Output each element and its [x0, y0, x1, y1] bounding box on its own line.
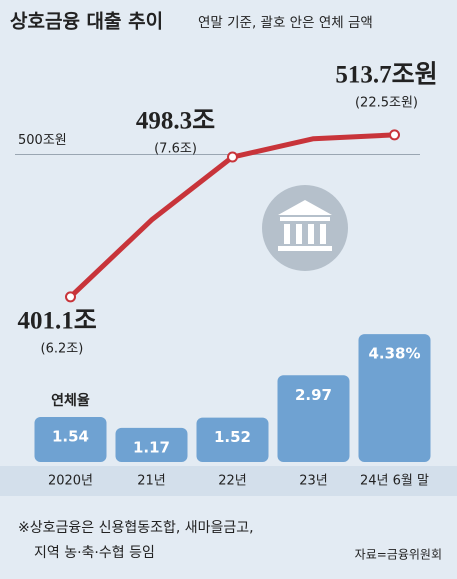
bar-value-label: 4.38% — [368, 345, 420, 363]
x-tick-label: 21년 — [137, 474, 166, 489]
bar — [34, 417, 107, 462]
x-tick-label: 2020년 — [48, 474, 93, 489]
bar-value-label: 1.54 — [52, 428, 89, 446]
line-marker — [227, 151, 238, 163]
x-tick-label: 23년 — [299, 474, 328, 489]
category-strip — [0, 466, 457, 496]
amount-label: (22.5조원) — [355, 95, 418, 110]
chart-subtitle: 연말 기준, 괄호 안은 연체 금액 — [198, 15, 373, 31]
bank-icon — [262, 185, 348, 271]
amount-label: (6.2조) — [41, 341, 84, 356]
amount-label: (7.6조) — [154, 142, 197, 157]
bar — [358, 334, 431, 462]
bar — [196, 417, 269, 462]
line-value-label: 498.3조 — [136, 108, 215, 135]
series-label: 연체율 — [51, 392, 90, 409]
note-line: ※상호금융은 신용협동조합, 새마을금고, — [18, 520, 254, 536]
note-line: 지역 농·축·수협 등임 — [34, 545, 155, 561]
chart-title: 상호금융 대출 추이 — [10, 11, 163, 33]
bar — [115, 427, 188, 462]
bar-value-label: 1.17 — [133, 438, 170, 456]
reference-label: 500조원 — [18, 133, 67, 148]
bar-value-label: 1.52 — [214, 428, 251, 446]
line-marker — [65, 291, 76, 303]
x-tick-label: 22년 — [218, 474, 247, 489]
bar — [277, 375, 350, 462]
x-tick-label: 24년 6월 말 — [360, 474, 429, 489]
bar-value-label: 2.97 — [295, 386, 332, 404]
line-value-label: 401.1조 — [18, 308, 97, 335]
line-marker — [389, 129, 400, 141]
source: 자료=금융위원회 — [355, 548, 442, 562]
line-value-label: 513.7조원 — [335, 61, 437, 89]
